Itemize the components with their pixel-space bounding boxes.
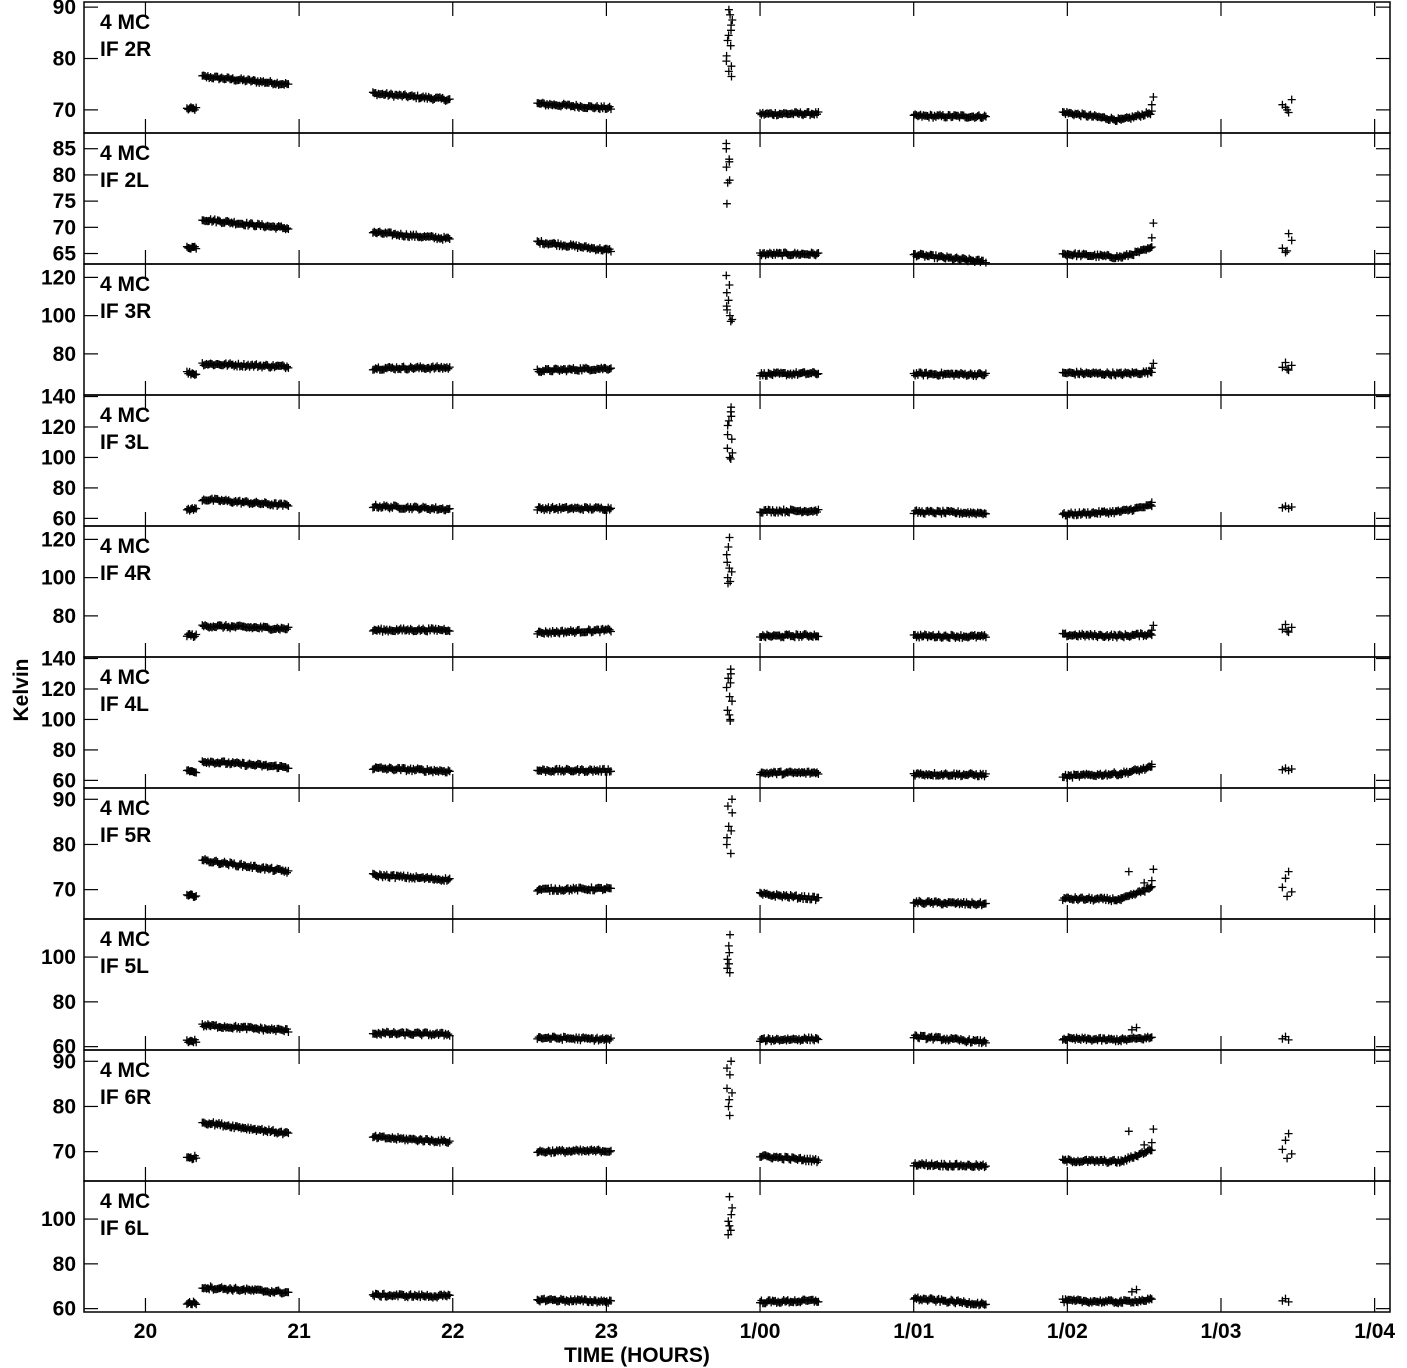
y-tick-label: 70 [53,1141,76,1164]
panel-frame [83,263,1391,396]
panel-if-5l: 60 80 100 4 MC IF 5L [41,918,1391,1059]
y-tick-label: 140 [41,386,76,409]
panel-label-line1: 4 MC [100,928,150,951]
y-tick-label: 120 [41,528,76,551]
x-tick-label: 1/03 [1201,1320,1242,1343]
x-tick-label: 1/04 [1354,1320,1395,1343]
y-tick-label: 80 [53,164,76,187]
y-tick-label: 80 [53,605,76,628]
panel-if-6r: 70 80 90 4 MC IF 6R [53,1049,1391,1182]
x-tick-labels: 20 21 22 23 1/00 1/01 1/02 1/03 1/04 [134,1320,1396,1343]
panel-if-4l: 60 80 100 120 140 4 MC IF 4L [41,648,1391,792]
y-tick-label: 100 [41,567,76,590]
panel-if-2r: 70 80 90 4 MC IF 2R [53,0,1391,134]
x-tick-label: 22 [441,1320,464,1343]
panel-label-line1: 4 MC [100,142,150,165]
panel-frame [83,1049,1391,1182]
y-tick-label: 70 [53,879,76,902]
y-tick-label: 65 [53,243,77,266]
panel-frame [83,787,1391,920]
y-tick-label: 80 [53,1253,76,1276]
x-tick-label: 20 [134,1320,157,1343]
y-tick-label: 120 [41,416,76,439]
x-tick-label: 21 [287,1320,311,1343]
panel-if-3r: 80 100 120 4 MC IF 3R [41,263,1391,396]
data-points [182,795,1296,910]
data-points [182,139,1296,267]
panel-label-line2: IF 4R [100,562,151,585]
data-points [182,1057,1296,1172]
y-tick-label: 100 [41,446,76,469]
y-tick-label: 60 [53,1298,76,1321]
data-points [182,665,1296,782]
y-tick-label: 80 [53,477,76,500]
data-points [182,1192,1293,1310]
panel-label-line1: 4 MC [100,273,150,296]
y-tick-label: 80 [53,739,76,762]
panel-label-line2: IF 2L [100,169,149,192]
x-tick-label: 1/01 [893,1320,934,1343]
y-tick-label: 70 [53,99,76,122]
panel-label-line1: 4 MC [100,666,150,689]
y-tick-label: 90 [53,1050,76,1073]
panel-frame [83,525,1391,658]
data-points [182,533,1296,642]
y-tick-label: 60 [53,507,76,530]
y-tick-label: 80 [53,1095,76,1118]
y-tick-label: 100 [41,946,76,969]
x-tick-label: 1/02 [1047,1320,1088,1343]
panel-label-line2: IF 5R [100,824,151,847]
panel-if-4r: 80 100 120 4 MC IF 4R [41,525,1391,658]
chart-panels: 70 80 90 4 MC IF 2R 65 70 75 80 85 4 MC IF 2L 80 100 1… [41,0,1391,1321]
y-tick-label: 100 [41,708,76,731]
y-tick-label: 80 [53,48,76,71]
panel-label-line1: 4 MC [100,1059,150,1082]
panel-if-2l: 65 70 75 80 85 4 MC IF 2L [53,132,1391,267]
y-tick-label: 120 [41,678,76,701]
panel-if-6l: 60 80 100 4 MC IF 6L [41,1180,1391,1321]
y-axis-title: Kelvin [10,658,33,721]
x-tick-label: 1/00 [740,1320,781,1343]
data-points [182,930,1293,1048]
y-tick-label: 100 [41,1208,76,1231]
panel-label-line2: IF 6L [100,1217,149,1240]
panel-label-line2: IF 3R [100,300,151,323]
y-tick-label: 85 [53,138,77,161]
panel-frame [83,132,1391,265]
y-tick-label: 90 [53,788,76,811]
y-tick-label: 90 [53,0,76,19]
y-tick-label: 60 [53,1036,76,1059]
x-axis-title: TIME (HOURS) [564,1344,710,1367]
panel-frame [83,1180,1391,1313]
y-tick-label: 60 [53,769,76,792]
panel-label-line1: 4 MC [100,797,150,820]
data-points [182,5,1296,125]
y-tick-label: 80 [53,343,76,366]
y-tick-label: 70 [53,216,76,239]
panel-label-line1: 4 MC [100,535,150,558]
panel-label-line1: 4 MC [100,404,150,427]
panel-label-line1: 4 MC [100,1190,150,1213]
panel-label-line2: IF 3L [100,431,149,454]
panel-label-line2: IF 2R [100,38,151,61]
data-points [182,271,1296,381]
panel-label-line2: IF 5L [100,955,149,978]
y-tick-label: 80 [53,833,76,856]
panel-frame [83,1,1391,134]
x-tick-label: 23 [595,1320,618,1343]
panel-label-line2: IF 4L [100,693,149,716]
panel-if-5r: 70 80 90 4 MC IF 5R [53,787,1391,920]
panel-if-3l: 60 80 100 120 140 4 MC IF 3L [41,386,1391,530]
y-tick-label: 140 [41,648,76,671]
panel-label-line2: IF 6R [100,1086,151,1109]
y-tick-label: 100 [41,305,76,328]
data-points [182,403,1296,520]
y-tick-label: 80 [53,991,76,1014]
y-tick-label: 75 [53,190,77,213]
panel-label-line1: 4 MC [100,11,150,34]
y-tick-label: 120 [41,266,76,289]
